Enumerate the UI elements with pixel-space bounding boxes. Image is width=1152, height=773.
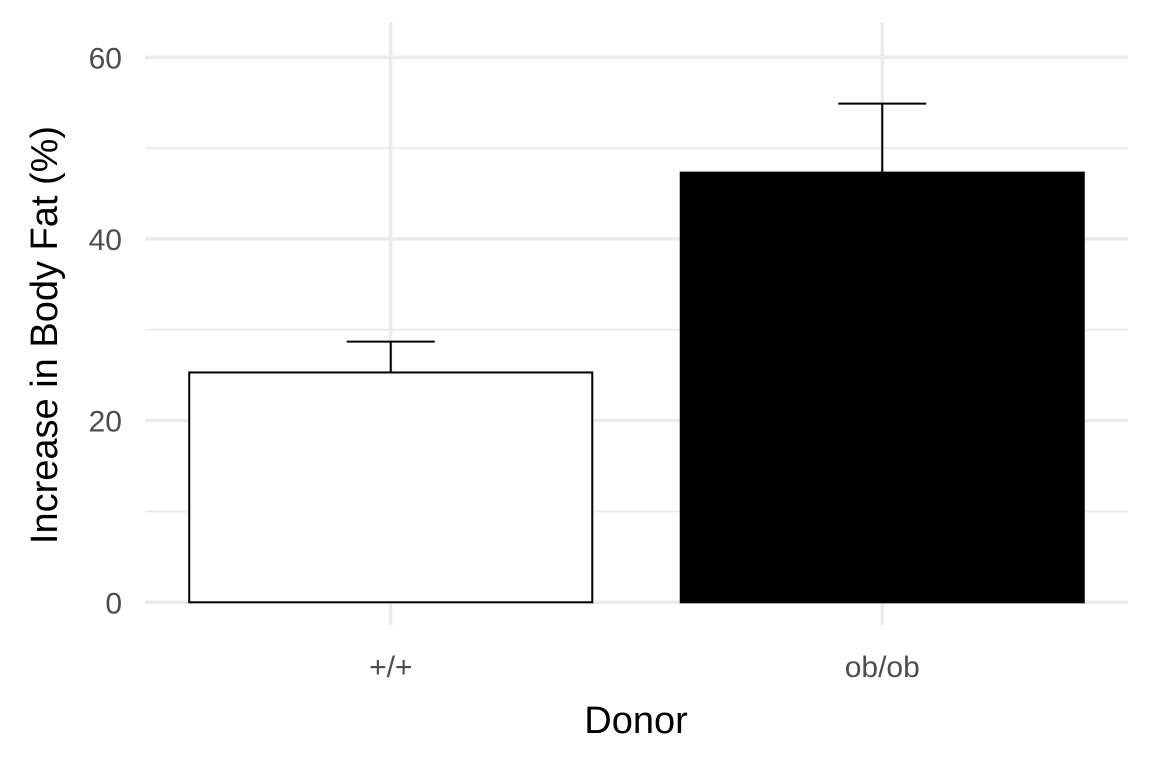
y-tick-label: 20 (89, 406, 122, 439)
y-tick-label: 0 (105, 587, 122, 620)
x-tick-label: +/+ (369, 651, 412, 684)
bars (188, 171, 1085, 604)
x-tick-label: ob/ob (845, 651, 920, 684)
y-tick-label: 60 (89, 42, 122, 75)
bar-2 (679, 171, 1085, 604)
error-bars (346, 102, 927, 373)
x-axis-ticks: +/+ ob/ob (369, 651, 920, 684)
y-tick-label: 40 (89, 224, 122, 257)
x-axis-title: Donor (584, 700, 688, 742)
y-axis-title: Increase in Body Fat (%) (24, 126, 66, 544)
y-axis-ticks: 0 20 40 60 (89, 42, 122, 620)
bar-1 (188, 371, 594, 604)
